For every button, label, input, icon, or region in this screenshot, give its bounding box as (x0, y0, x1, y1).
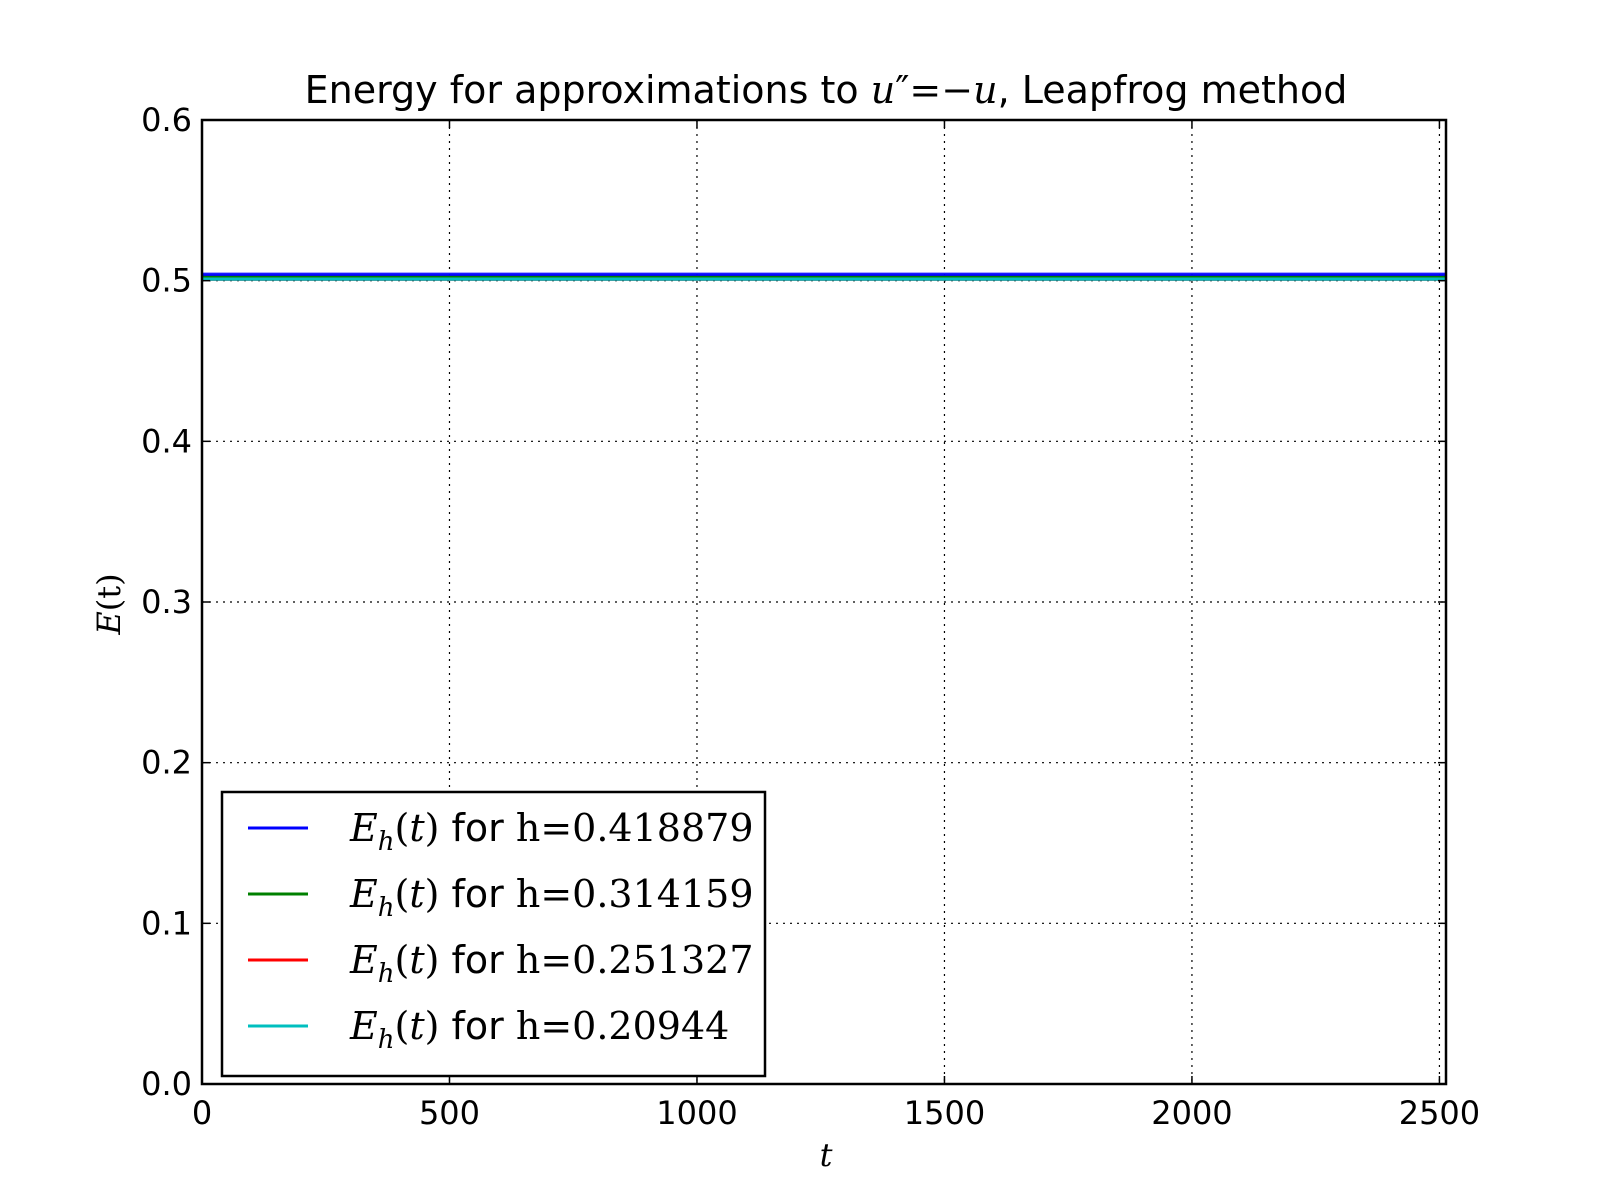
x-axis-label: t (820, 1136, 833, 1174)
legend-label-2: Eh(t) for h=0.251327 (349, 938, 754, 989)
chart-title-eq-rhs: =−u (909, 68, 997, 112)
chart-title: Energy for approximations to u″=−u, Leap… (305, 68, 1348, 112)
y-axis-label: E(t) (90, 573, 128, 635)
legend: Eh(t) for h=0.418879 Eh(t) for h=0.314159… (220, 790, 767, 1078)
chart-title-prefix: Energy for approximations to (305, 68, 871, 112)
y-tick-label: 0.2 (141, 744, 192, 782)
x-tick-label: 1000 (656, 1094, 737, 1132)
x-tick-label: 1500 (904, 1094, 985, 1132)
series-group (202, 272, 1446, 281)
y-tick-label: 0.0 (141, 1065, 192, 1103)
y-tick-label: 0.4 (141, 422, 192, 460)
y-tick-label: 0.3 (141, 583, 192, 621)
y-tick-label: 0.6 (141, 101, 192, 139)
legend-label-0: Eh(t) for h=0.418879 (349, 806, 754, 857)
legend-label-3: Eh(t) for h=0.20944 (349, 1004, 729, 1055)
x-tick-label: 500 (419, 1094, 480, 1132)
x-tick-label: 2500 (1399, 1094, 1480, 1132)
plot-frame (200, 118, 1448, 1086)
legend-label-1: Eh(t) for h=0.314159 (349, 872, 754, 923)
y-axis-label-main: E (90, 611, 128, 635)
y-axis-label-paren: (t) (90, 573, 128, 611)
legend-box (220, 790, 767, 1078)
x-tick-labels: 0 500 1000 1500 2000 2500 (192, 1094, 1480, 1132)
x-tick-label: 2000 (1151, 1094, 1232, 1132)
y-tick-labels: 0.0 0.1 0.2 0.3 0.4 0.5 0.6 (141, 101, 192, 1103)
y-tick-label: 0.5 (141, 262, 192, 300)
tick-marks (201, 119, 1446, 1085)
x-tick-label: 0 (192, 1094, 212, 1132)
chart-title-eq-lhs: u (871, 68, 895, 112)
y-tick-label: 0.1 (141, 904, 192, 942)
chart-title-eq-prime: ″ (895, 68, 909, 112)
chart-title-suffix: , Leapfrog method (998, 68, 1348, 112)
